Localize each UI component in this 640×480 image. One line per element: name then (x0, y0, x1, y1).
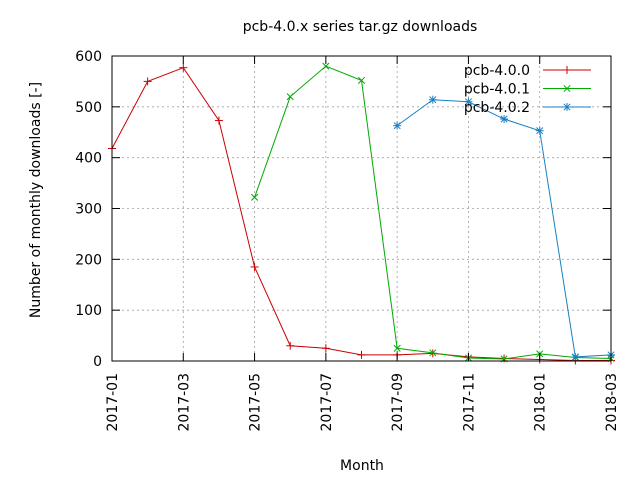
point-marker (251, 193, 259, 201)
marker-stroke (251, 193, 259, 201)
x-tick-label: 2017-03 (176, 373, 192, 432)
marker-stroke (571, 353, 579, 361)
point-marker (535, 126, 544, 135)
point-marker (464, 97, 473, 106)
marker-stroke (429, 349, 437, 357)
point-marker (563, 66, 571, 74)
point-marker (321, 344, 330, 353)
marker-stroke (500, 115, 508, 123)
legend-label: pcb-4.0.2 (464, 100, 530, 116)
series-pcb-4.0.1 (251, 62, 615, 363)
point-marker (563, 103, 571, 111)
point-marker (286, 93, 294, 101)
x-tick-label: 2018-01 (533, 373, 549, 432)
marker-stroke (393, 344, 401, 352)
y-tick-label: 200 (75, 252, 102, 268)
point-marker (214, 116, 223, 125)
marker-stroke (393, 122, 401, 130)
point-marker (357, 350, 366, 359)
x-tick-label: 2018-03 (604, 373, 620, 432)
marker-stroke (536, 127, 544, 135)
point-marker (571, 352, 580, 361)
series-line (254, 65, 612, 360)
point-marker (428, 95, 437, 104)
marker-stroke (563, 103, 571, 111)
x-tick-label: 2017-01 (105, 373, 121, 432)
point-marker (393, 121, 402, 130)
x-tick-label: 2017-11 (461, 373, 477, 432)
point-marker (250, 262, 259, 271)
marker-stroke (429, 96, 437, 104)
y-axis-label: Number of monthly downloads [-] (28, 82, 44, 318)
series-layer (108, 62, 615, 365)
point-marker (393, 344, 401, 352)
point-marker (286, 341, 295, 350)
y-tick-label: 300 (75, 202, 102, 218)
grid (112, 56, 611, 361)
plot-frame (111, 55, 612, 362)
legend-item: pcb-4.0.0 (464, 63, 591, 79)
series-line (111, 67, 611, 361)
marker-stroke (286, 93, 294, 101)
x-tick-label: 2017-05 (248, 373, 264, 432)
y-tick-label: 600 (75, 49, 102, 65)
point-marker (500, 115, 509, 124)
x-tick-label: 2017-09 (390, 373, 406, 432)
marker-stroke (357, 76, 366, 84)
y-tick-label: 500 (75, 100, 102, 116)
x-axis-label: Month (340, 458, 384, 474)
marker-stroke (464, 98, 472, 106)
legend-label: pcb-4.0.0 (464, 63, 530, 79)
series-line (396, 99, 612, 358)
marker-stroke (322, 62, 330, 70)
legend-item: pcb-4.0.2 (464, 100, 591, 116)
legend-label: pcb-4.0.1 (464, 82, 530, 98)
marker-stroke (563, 84, 571, 93)
chart-title: pcb-4.0.x series tar.gz downloads (243, 19, 478, 35)
point-marker (357, 76, 366, 84)
point-marker (179, 63, 188, 72)
y-tick-label: 400 (75, 151, 102, 167)
y-tick-label: 100 (75, 303, 102, 319)
point-marker (563, 84, 571, 93)
axes: 0 100 200 300 400 500 600 2017-01 2017-03 2017-05… (75, 49, 620, 432)
series-pcb-4.0.0 (108, 63, 615, 365)
legend-item: pcb-4.0.1 (464, 82, 591, 98)
point-marker (429, 349, 437, 357)
point-marker (322, 62, 330, 70)
y-tick-label: 0 (93, 354, 102, 370)
legend: pcb-4.0.0 pcb-4.0.1 pcb-4.0.2 (464, 63, 591, 116)
series-pcb-4.0.2 (393, 95, 615, 361)
x-tick-label: 2017-07 (319, 373, 335, 432)
point-marker (143, 77, 152, 86)
